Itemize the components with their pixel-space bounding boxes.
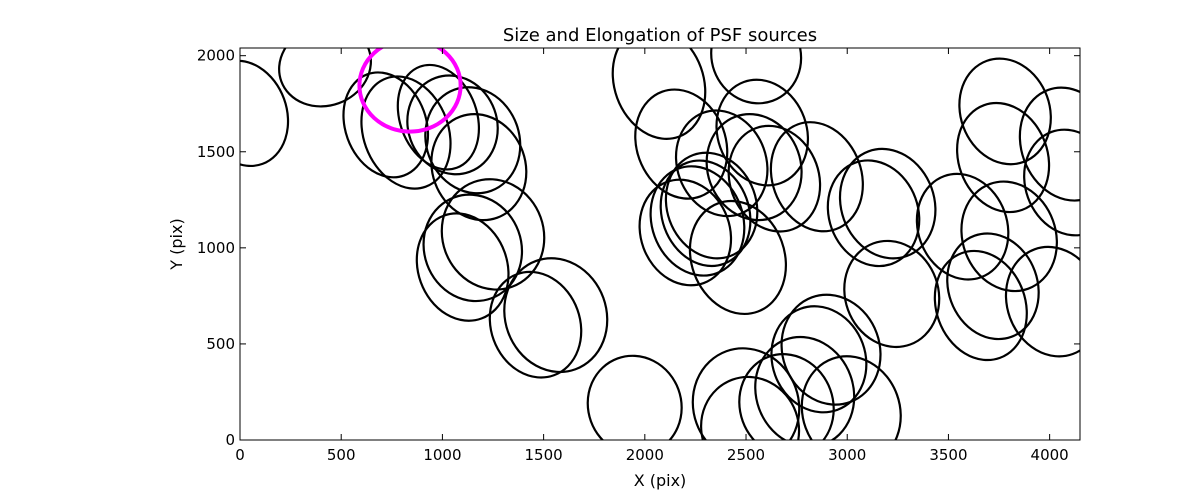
x-tick-label: 3500 xyxy=(929,446,967,464)
psf-source-ellipse xyxy=(946,232,1040,341)
psf-source-ellipse xyxy=(430,113,528,222)
x-tick-label: 1500 xyxy=(525,446,563,464)
y-tick-label: 1500 xyxy=(197,143,235,161)
psf-source-ellipse xyxy=(838,147,937,260)
chart-title: Size and Elongation of PSF sources xyxy=(503,25,817,46)
psf-source-ellipse xyxy=(342,71,430,179)
x-tick-label: 500 xyxy=(327,446,356,464)
psf-source-ellipse xyxy=(843,239,941,349)
psf-source-ellipse xyxy=(634,88,729,200)
psf-source-ellipse xyxy=(503,257,609,374)
psf-source-ellipse xyxy=(715,78,810,187)
y-tick-label: 1000 xyxy=(197,239,235,257)
psf-source-ellipse xyxy=(780,293,882,406)
x-tick-label: 1000 xyxy=(423,446,461,464)
psf-source-ellipse xyxy=(826,159,921,268)
y-tick-label: 500 xyxy=(206,335,235,353)
x-tick-label: 2000 xyxy=(626,446,664,464)
ellipse-layer xyxy=(240,48,1080,440)
psf-source-ellipse xyxy=(710,48,803,105)
x-tick-label: 3000 xyxy=(828,446,866,464)
psf-source-ellipse xyxy=(800,355,902,440)
psf-source-ellipse xyxy=(699,375,801,440)
x-tick-label: 0 xyxy=(235,446,245,464)
psf-source-ellipse xyxy=(664,151,759,260)
highlight-layer xyxy=(357,48,463,134)
psf-source-ellipse xyxy=(1004,245,1080,358)
psf-source-ellipse xyxy=(240,59,290,168)
x-tick-label: 4000 xyxy=(1031,446,1069,464)
psf-source-ellipse xyxy=(1023,128,1080,237)
psf-source-ellipse xyxy=(688,199,788,316)
y-tick-label: 0 xyxy=(225,431,235,449)
x-axis-label: X (pix) xyxy=(634,471,687,490)
axes-frame xyxy=(239,47,1081,441)
psf-source-ellipse xyxy=(960,180,1058,293)
psf-source-ellipse xyxy=(770,305,868,414)
y-axis: 0 500 1000 1500 2000 xyxy=(197,47,1080,449)
psf-source-ellipse xyxy=(691,347,801,440)
x-axis: 0 500 1000 1500 2000 2500 3000 3500 4000 xyxy=(235,48,1069,464)
psf-source-ellipse xyxy=(440,178,546,291)
highlighted-source-circle xyxy=(357,48,463,134)
psf-source-ellipse xyxy=(415,212,510,322)
psf-source-ellipse xyxy=(1018,86,1080,202)
x-tick-label: 2500 xyxy=(727,446,765,464)
psf-source-ellipse xyxy=(406,74,499,176)
y-axis-label: Y (pix) xyxy=(167,218,186,270)
psf-source-ellipse xyxy=(586,354,683,440)
psf-source-ellipse xyxy=(727,124,822,233)
psf-source-ellipse xyxy=(754,335,856,440)
psf-source-ellipse xyxy=(424,86,522,195)
plot-area xyxy=(240,48,1080,440)
psf-source-ellipse xyxy=(422,193,524,303)
psf-source-ellipse xyxy=(659,159,752,268)
psf-source-ellipse xyxy=(738,353,835,440)
y-tick-label: 2000 xyxy=(197,47,235,65)
psf-source-ellipse xyxy=(958,57,1052,166)
psf-source-ellipse xyxy=(278,48,372,108)
psf-source-ellipse xyxy=(705,113,803,222)
